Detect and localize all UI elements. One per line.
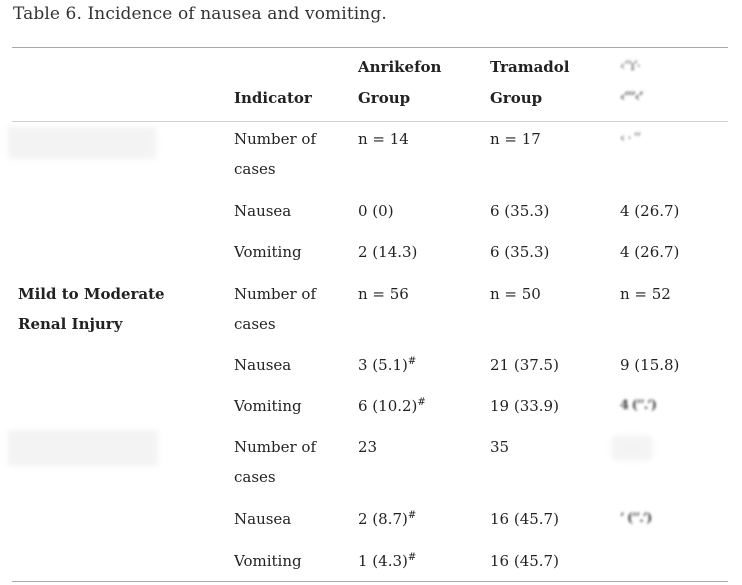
header-col3-line1-blurred: ‹’‘ı’· (620, 59, 641, 74)
row-2-anrikefon: 0 (0) (358, 202, 394, 220)
header-divider (12, 121, 728, 122)
table-bottom-rule (12, 581, 728, 582)
row-2-indicator: Nausea (234, 202, 292, 220)
row-4-indicator: Number of cases (234, 285, 317, 333)
row-4-anrikefon: n = 56 (358, 285, 409, 303)
row-6-col3-blurred: 4 (’’.’) (620, 398, 657, 413)
row-4-tramadol: n = 50 (490, 285, 541, 303)
header-tramadol-line2: Group (490, 89, 543, 107)
row-7-indicator: Number of cases (234, 438, 317, 486)
significance-mark: # (417, 397, 426, 408)
header-col3-line2-blurred: ‹’’’‹’ (620, 90, 643, 105)
row-5-anrikefon-value: 3 (5.1) (358, 356, 408, 374)
significance-mark: # (407, 510, 417, 521)
row-5-tramadol: 21 (37.5) (490, 356, 559, 374)
row-4-col3: n = 52 (620, 285, 671, 303)
table-top-rule (12, 47, 728, 48)
row-6-anrikefon-value: 6 (10.2) (358, 397, 418, 415)
group-label-blurred-3 (8, 430, 158, 466)
row-1-indicator: Number of cases (234, 130, 317, 178)
row-1-tramadol: n = 17 (490, 130, 541, 148)
row-6-indicator: Vomiting (234, 397, 302, 415)
header-anrikefon-line2: Group (358, 89, 411, 107)
row-6-anrikefon: 6 (10.2)# (358, 391, 426, 421)
header-indicator: Indicator (234, 89, 312, 107)
table-title: Table 6. Incidence of nausea and vomitin… (13, 4, 387, 24)
row-8-col3-blurred: ’ (’’.’) (620, 511, 652, 526)
row-5-col3: 9 (15.8) (620, 356, 680, 374)
row-3-col3: 4 (26.7) (620, 243, 680, 261)
row-1-col3-blurred: ‹ · ’‘ (620, 131, 641, 146)
row-9-tramadol: 16 (45.7) (490, 552, 559, 570)
significance-mark: # (407, 552, 417, 563)
row-5-indicator: Nausea (234, 356, 292, 374)
row-8-anrikefon: 2 (8.7)# (358, 504, 416, 534)
row-8-tramadol: 16 (45.7) (490, 510, 559, 528)
row-3-tramadol: 6 (35.3) (490, 243, 550, 261)
row-5-anrikefon: 3 (5.1)# (358, 350, 416, 380)
significance-mark: # (407, 356, 417, 367)
row-7-tramadol: 35 (490, 438, 510, 456)
row-6-tramadol: 19 (33.9) (490, 397, 559, 415)
row-8-anrikefon-value: 2 (8.7) (358, 510, 408, 528)
row-7-col3-blurred (612, 436, 652, 460)
row-9-anrikefon: 1 (4.3)# (358, 546, 416, 576)
row-9-indicator: Vomiting (234, 552, 302, 570)
header-tramadol-line1: Tramadol (490, 58, 570, 76)
row-2-col3: 4 (26.7) (620, 202, 680, 220)
row-2-tramadol: 6 (35.3) (490, 202, 550, 220)
header-anrikefon-line1: Anrikefon (358, 58, 442, 76)
row-1-anrikefon: n = 14 (358, 130, 409, 148)
row-9-anrikefon-value: 1 (4.3) (358, 552, 408, 570)
group-label-blurred-1 (8, 127, 156, 159)
row-7-anrikefon: 23 (358, 438, 378, 456)
group-label-mild-moderate: Mild to Moderate Renal Injury (18, 285, 165, 333)
row-3-anrikefon: 2 (14.3) (358, 243, 418, 261)
row-3-indicator: Vomiting (234, 243, 302, 261)
row-8-indicator: Nausea (234, 510, 292, 528)
